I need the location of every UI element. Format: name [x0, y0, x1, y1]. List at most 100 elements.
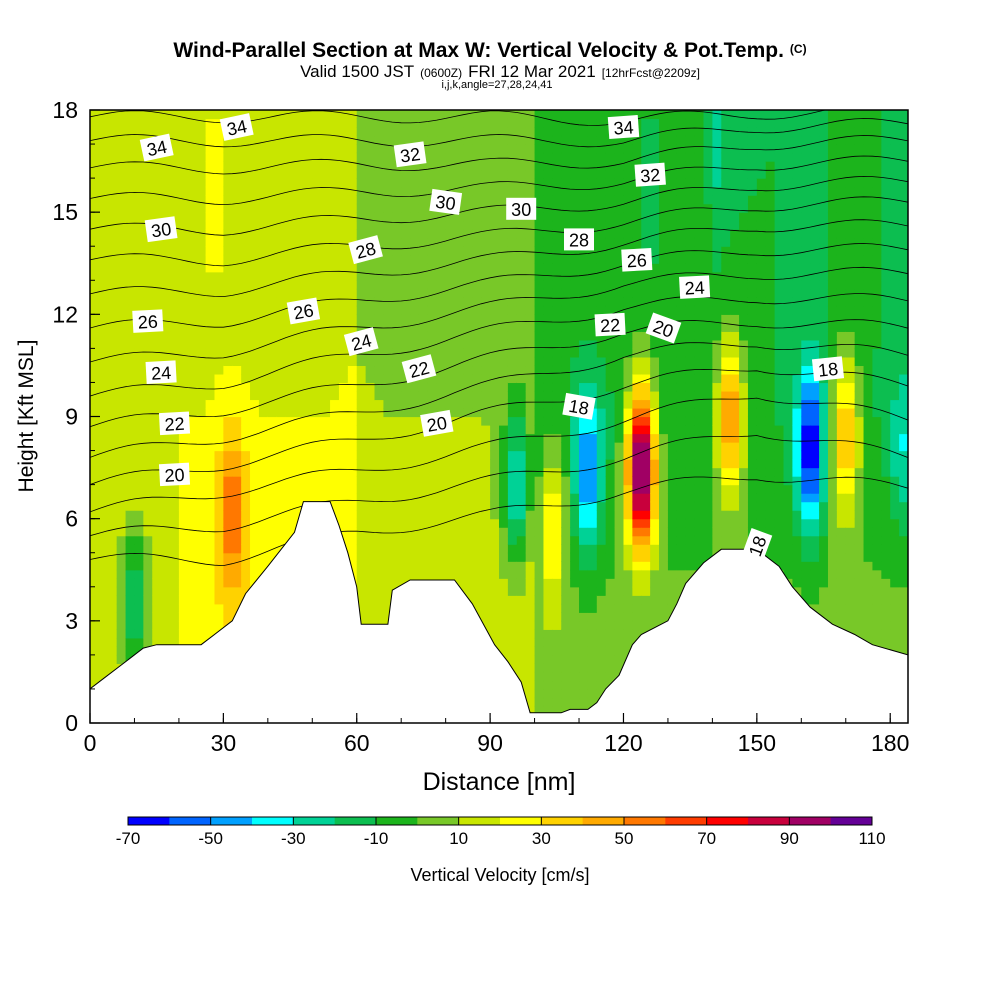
velocity-cell — [463, 527, 473, 537]
velocity-cell — [250, 331, 260, 341]
velocity-cell — [472, 246, 482, 256]
velocity-cell — [534, 552, 545, 562]
velocity-cell — [356, 220, 367, 230]
velocity-cell — [383, 390, 393, 401]
velocity-cell — [90, 510, 100, 520]
velocity-cell — [321, 220, 331, 230]
velocity-cell — [463, 203, 473, 213]
velocity-cell — [490, 407, 500, 418]
velocity-cell — [427, 535, 438, 545]
velocity-cell — [374, 527, 385, 537]
velocity-cell — [507, 271, 518, 281]
velocity-cell — [241, 586, 251, 596]
velocity-cell — [579, 339, 589, 349]
velocity-cell — [330, 229, 340, 239]
velocity-cell — [481, 339, 491, 349]
velocity-cell — [418, 535, 429, 545]
velocity-cell — [383, 339, 393, 349]
velocity-cell — [312, 407, 322, 418]
velocity-cell — [374, 110, 385, 120]
velocity-cell — [250, 407, 260, 418]
velocity-cell — [516, 586, 527, 596]
velocity-cell — [499, 442, 509, 452]
velocity-cell — [347, 220, 358, 230]
velocity-cell — [116, 459, 127, 469]
velocity-cell — [250, 229, 260, 239]
velocity-cell — [143, 416, 153, 426]
velocity-cell — [267, 433, 278, 443]
velocity-cell — [321, 254, 331, 264]
velocity-cell — [143, 442, 153, 452]
velocity-cell — [116, 416, 127, 426]
velocity-cell — [241, 416, 251, 426]
velocity-cell — [605, 459, 616, 469]
velocity-cell — [561, 595, 571, 605]
velocity-cell — [436, 220, 447, 230]
velocity-cell — [152, 178, 162, 188]
velocity-cell — [579, 578, 589, 588]
velocity-cell — [490, 288, 500, 298]
velocity-cell — [170, 186, 180, 196]
velocity-cell — [436, 467, 447, 477]
velocity-cell — [107, 186, 118, 196]
velocity-cell — [543, 527, 553, 537]
velocity-cell — [676, 161, 687, 171]
velocity-cell — [596, 382, 607, 392]
velocity-cell — [445, 399, 456, 409]
velocity-cell — [223, 612, 233, 622]
velocity-cell — [454, 178, 465, 188]
velocity-cell — [561, 305, 571, 315]
velocity-cell — [312, 476, 322, 486]
velocity-cell — [347, 561, 358, 571]
velocity-cell — [250, 169, 260, 179]
velocity-cell — [205, 297, 216, 307]
velocity-cell — [463, 135, 473, 145]
velocity-cell — [276, 365, 287, 375]
velocity-cell — [579, 620, 589, 630]
velocity-cell — [116, 331, 127, 341]
velocity-cell — [134, 169, 144, 179]
velocity-cell — [365, 178, 376, 188]
velocity-cell — [374, 169, 385, 179]
velocity-cell — [267, 195, 278, 205]
velocity-cell — [579, 544, 589, 554]
velocity-cell — [410, 425, 420, 435]
velocity-cell — [525, 399, 536, 409]
velocity-cell — [401, 407, 411, 418]
velocity-cell — [90, 339, 100, 349]
velocity-cell — [214, 186, 224, 196]
velocity-cell — [525, 705, 536, 716]
velocity-cell — [178, 365, 189, 375]
velocity-cell — [125, 169, 136, 179]
velocity-cell — [401, 373, 411, 384]
velocity-cell — [543, 127, 553, 137]
velocity-cell — [659, 578, 669, 588]
velocity-cell — [543, 399, 553, 409]
velocity-cell — [596, 254, 607, 264]
velocity-cell — [116, 373, 127, 384]
velocity-cell — [685, 407, 696, 418]
velocity-cell — [90, 467, 100, 477]
velocity-cell — [543, 144, 553, 154]
velocity-cell — [347, 365, 358, 375]
velocity-cell — [561, 212, 571, 222]
velocity-cell — [205, 407, 216, 418]
velocity-cell — [214, 459, 224, 469]
velocity-cell — [214, 586, 224, 596]
velocity-cell — [499, 339, 509, 349]
velocity-cell — [463, 493, 473, 503]
velocity-cell — [125, 629, 136, 639]
velocity-cell — [232, 178, 242, 188]
velocity-cell — [507, 118, 518, 128]
velocity-cell — [303, 407, 313, 418]
velocity-cell — [161, 527, 171, 537]
velocity-cell — [454, 246, 465, 256]
velocity-cell — [507, 110, 518, 120]
velocity-cell — [178, 195, 189, 205]
velocity-cell — [143, 297, 153, 307]
velocity-cell — [196, 544, 207, 554]
velocity-cell — [623, 220, 633, 230]
velocity-cell — [472, 518, 482, 528]
velocity-cell — [116, 382, 127, 392]
velocity-cell — [374, 407, 385, 418]
